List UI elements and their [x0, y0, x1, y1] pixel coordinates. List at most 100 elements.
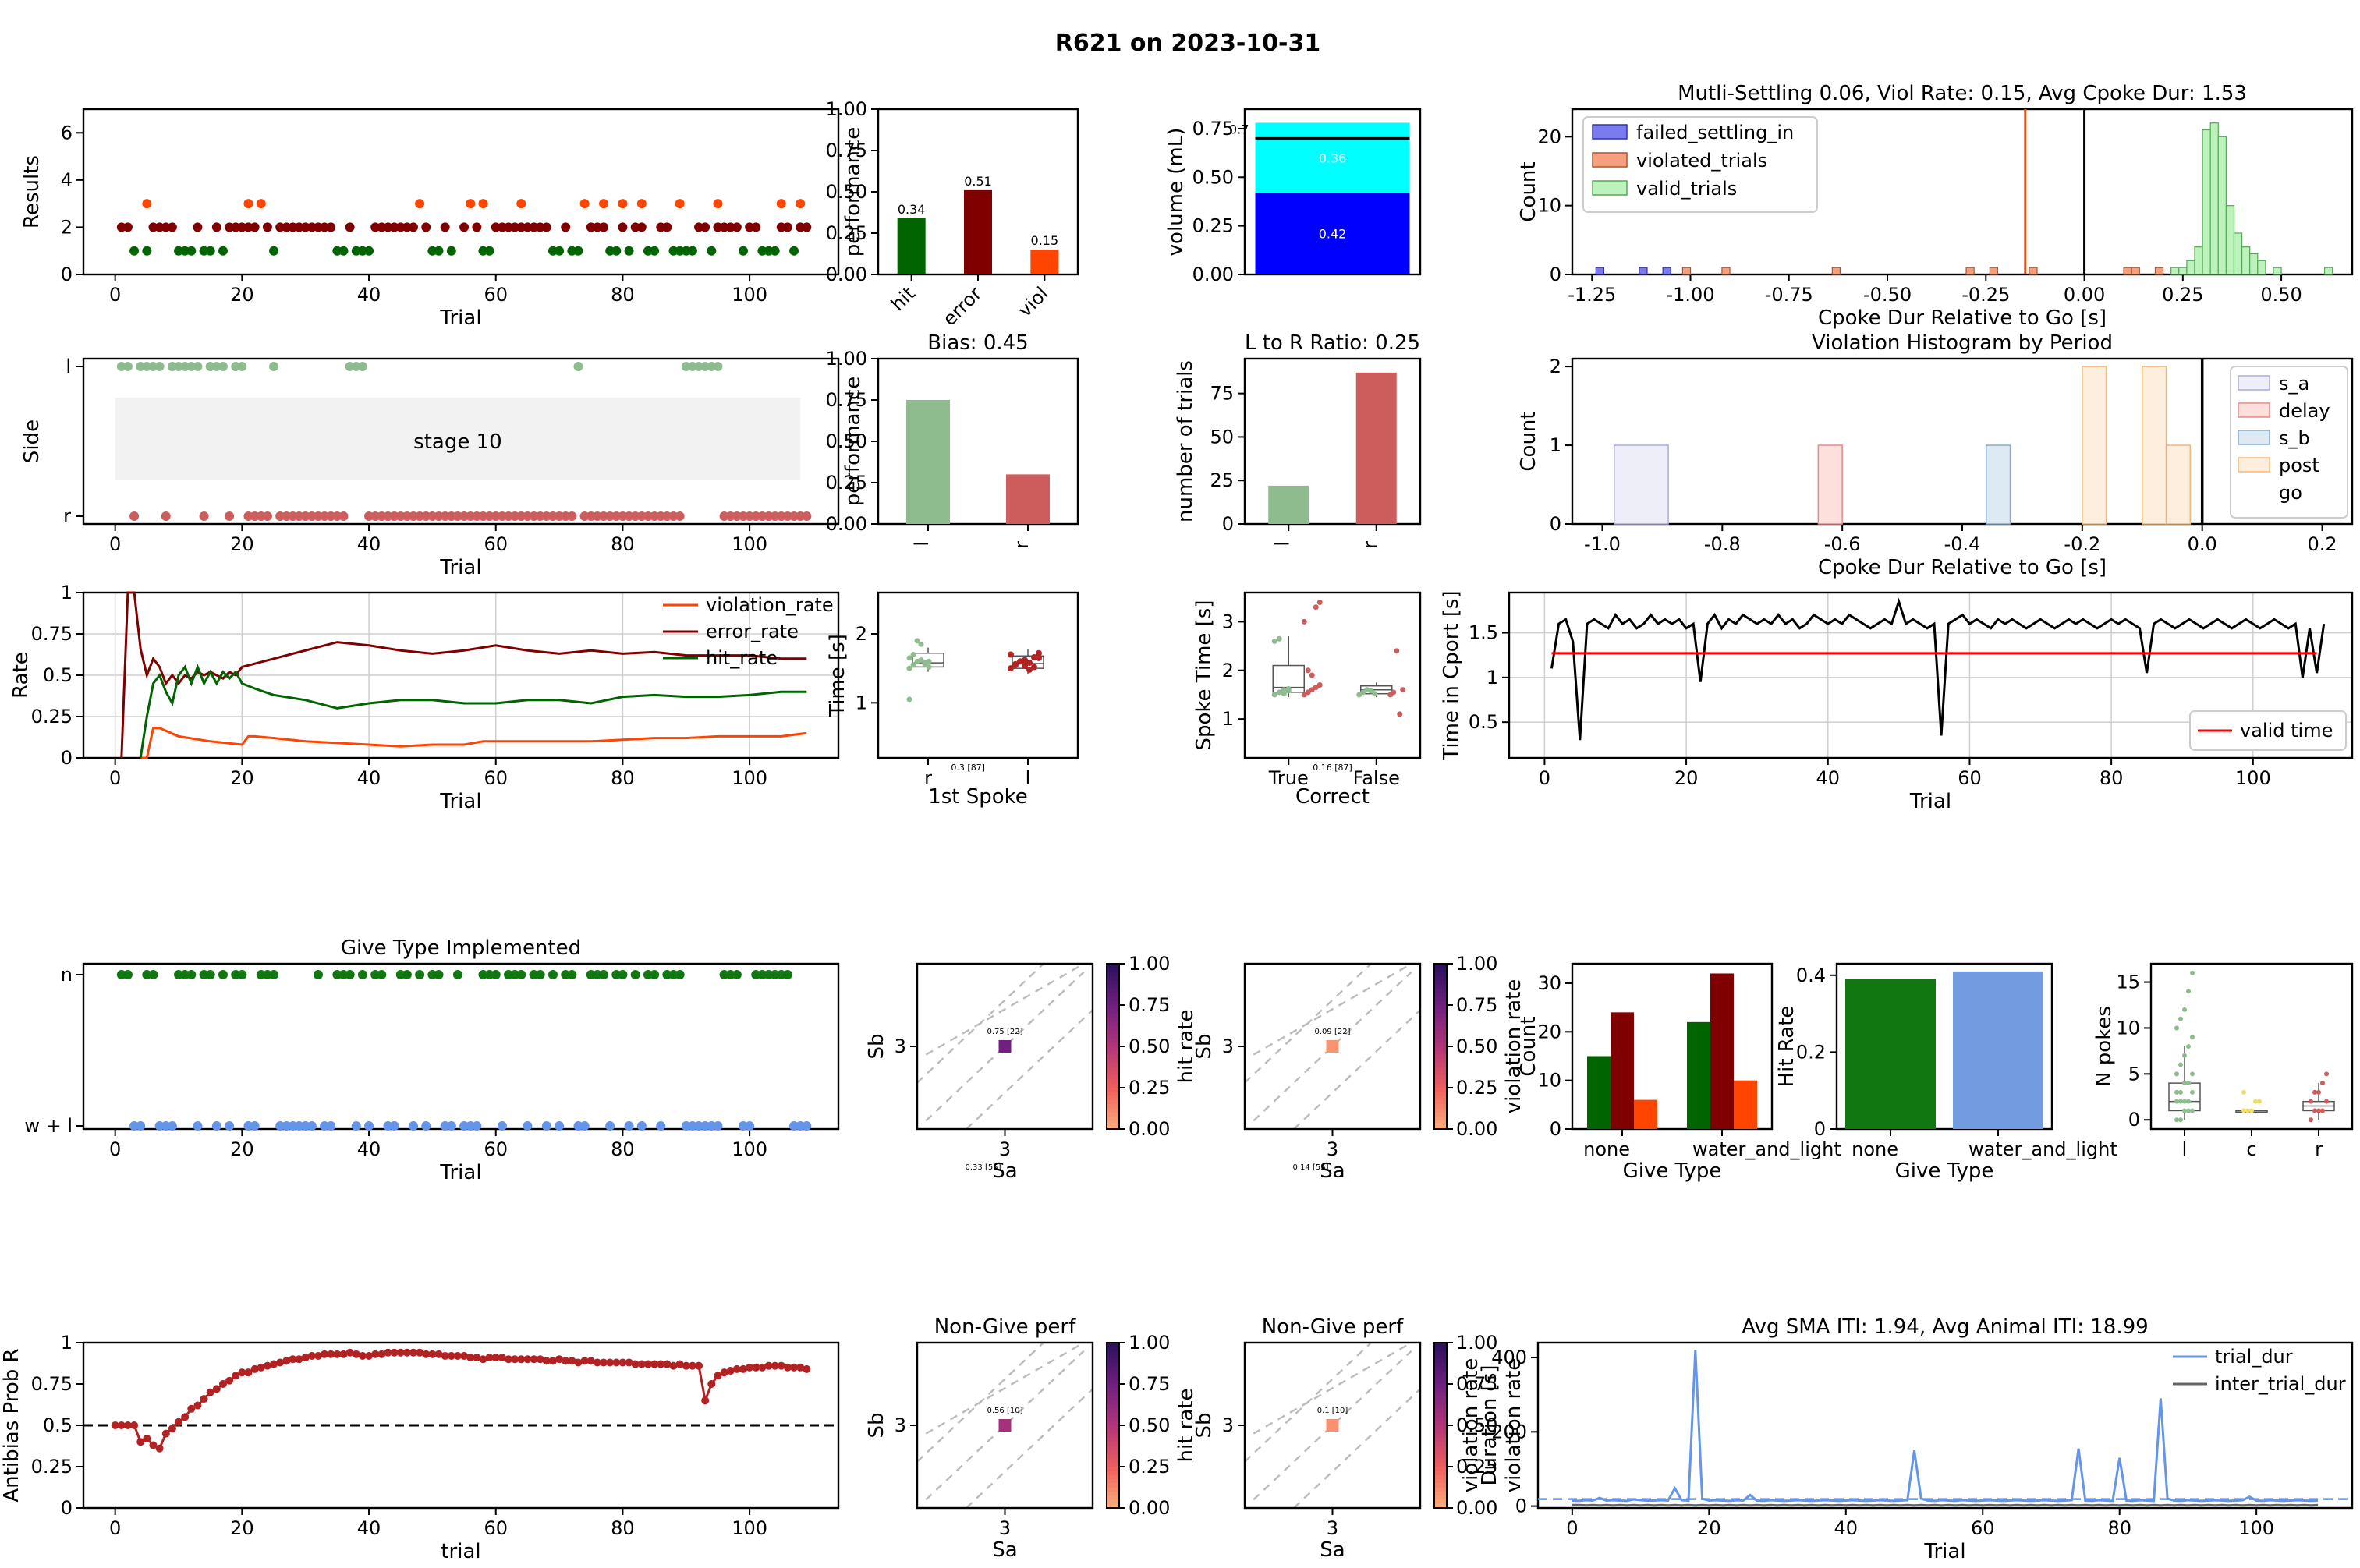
heatmap-ng-hit-colorbar-segment: [1107, 1343, 1119, 1347]
y-tick-label: 1: [856, 692, 867, 713]
x-tick-label: water_and_light: [1692, 1138, 1841, 1160]
result-point: [262, 222, 272, 232]
antibias-point: [746, 1363, 754, 1372]
give-none-point: [567, 970, 577, 979]
bias-bar-l: [906, 400, 950, 524]
heatmap-hit-colorbar-segment: [1107, 1104, 1119, 1110]
inter-trial-dur-line: [1572, 1503, 2319, 1507]
antibias-point: [548, 1357, 557, 1365]
perf-bar-label: 0.34: [898, 202, 926, 217]
axes-title: Non-Give perf: [1262, 1315, 1404, 1339]
heatmap-hit-colorbar-segment: [1107, 1083, 1119, 1088]
x-tick-label: -0.25: [1961, 284, 2010, 306]
x-tick-label: 3: [1327, 1138, 1338, 1160]
heatmap-hit-colorbar-segment: [1107, 1046, 1119, 1051]
firstspoke-annotation: 0.3 [87]: [951, 763, 985, 773]
heatmap-viol-colorbar-segment: [1434, 1017, 1447, 1022]
antibias-point: [517, 1355, 526, 1364]
x-axis-label: Sa: [1320, 1538, 1345, 1562]
npokes-point: [2190, 970, 2195, 975]
heatmap-ng-viol-colorbar-segment: [1434, 1487, 1447, 1492]
heatmap-hit-colorbar-segment: [1107, 1108, 1119, 1113]
x-tick-label: 0: [109, 1138, 121, 1160]
y-tick-label: 2: [61, 216, 73, 238]
spoketime-point: [1316, 599, 1323, 605]
x-axis-label: Cpoke Dur Relative to Go [s]: [1818, 556, 2107, 579]
antibias-point: [796, 1363, 805, 1372]
heatmap-hit-colorbar-segment: [1107, 1124, 1119, 1130]
result-point: [611, 246, 622, 256]
antibias-point: [688, 1361, 696, 1370]
y-tick-label: 1: [1222, 708, 1234, 730]
antibias-point: [409, 1348, 417, 1357]
cpoke-hist-bar: [2194, 246, 2203, 275]
heatmap-ng-hit-colorbar-segment: [1107, 1446, 1119, 1451]
spoketime-point: [1400, 687, 1406, 693]
heatmap-hit-diag: [925, 962, 1085, 1056]
antibias-point: [358, 1351, 367, 1360]
give-none-point: [377, 970, 387, 979]
heatmap-ng-viol-colorbar-segment: [1434, 1462, 1447, 1467]
heatmap-ng-viol-colorbar-segment: [1434, 1413, 1447, 1418]
heatmap-ng-viol-colorbar-segment: [1434, 1417, 1447, 1422]
volume-bar-label: 0.36: [1319, 150, 1347, 165]
x-tick-label: 60: [1958, 767, 1982, 789]
x-tick-label: r: [1359, 541, 1381, 549]
heatmap-hit-colorbar-segment: [1107, 972, 1119, 977]
heatmap-ng-hit-colorbar-segment: [1107, 1408, 1119, 1414]
cpoke-hist-bar: [2241, 246, 2251, 275]
heatmap-ng-viol-colorbar-segment: [1434, 1350, 1447, 1356]
axes-title: Avg SMA ITI: 1.94, Avg Animal ITI: 18.99: [1742, 1315, 2148, 1339]
npokes-point: [2182, 1007, 2187, 1012]
spoketime-point: [1305, 667, 1311, 674]
antibias-point: [752, 1363, 760, 1372]
result-point: [345, 222, 355, 232]
result-point: [599, 222, 609, 232]
x-tick-label: -1.00: [1666, 284, 1714, 306]
antibias-point: [149, 1441, 158, 1449]
legend-patch: [1592, 152, 1628, 168]
firstspoke-point: [1017, 658, 1023, 665]
antibias-point: [123, 1421, 132, 1429]
heatmap-viol-diag: [1253, 962, 1412, 1056]
heatmap-ng-viol-colorbar-segment: [1434, 1437, 1447, 1442]
heatmap-ng-hit-colorbar-segment: [1107, 1462, 1119, 1467]
result-point: [751, 222, 761, 232]
x-tick-label: 20: [230, 533, 254, 555]
x-tick-label: hit: [887, 282, 920, 315]
y-axis-label: Count: [1517, 1016, 1540, 1076]
violation-hist-bar: [1986, 444, 2011, 525]
y-axis-label: Hit Rate: [1775, 1006, 1798, 1088]
violation-hist-bar: [1817, 444, 1843, 525]
result-point: [205, 246, 215, 256]
heatmap-ng-hit-colorbar-segment: [1107, 1372, 1119, 1376]
heatmap-ng-viol-diag: [1244, 1342, 1372, 1463]
violation-hist-bar: [1614, 444, 1669, 525]
heatmap-hit-colorbar-segment: [1107, 1079, 1119, 1085]
antibias-point: [402, 1348, 411, 1357]
antibias-point: [695, 1361, 703, 1370]
heatmap-ng-hit-colorbar-segment: [1107, 1396, 1119, 1401]
firstspoke-point: [1012, 660, 1019, 667]
spoketime-point: [1281, 691, 1287, 697]
give-wl-point: [745, 1121, 755, 1131]
legend-label: delay: [2279, 400, 2330, 422]
result-point: [484, 246, 494, 256]
result-point: [186, 246, 197, 256]
y-axis-label: Sb: [865, 1412, 888, 1438]
heatmap-ng-hit-colorbar-segment: [1107, 1449, 1119, 1455]
left-choice-point: [193, 362, 203, 371]
left-choice-point: [269, 362, 279, 371]
result-point: [243, 199, 253, 209]
legend-label: violation_rate: [706, 594, 834, 616]
y-tick-label: 10: [2116, 1017, 2140, 1039]
firstspoke-point: [926, 658, 932, 664]
legend-label: trial_dur: [2215, 1346, 2293, 1368]
heatmap-hit-colorbar-segment: [1107, 1005, 1119, 1010]
heatmap-ng-viol-colorbar-segment: [1434, 1404, 1447, 1410]
x-axis-label: 1st Spoke: [928, 785, 1028, 809]
heatmap-hit-colorbar-segment: [1107, 1075, 1119, 1080]
antibias-point: [422, 1350, 431, 1358]
bias-bar-r: [1006, 474, 1050, 524]
x-tick-label: none: [1852, 1138, 1898, 1160]
